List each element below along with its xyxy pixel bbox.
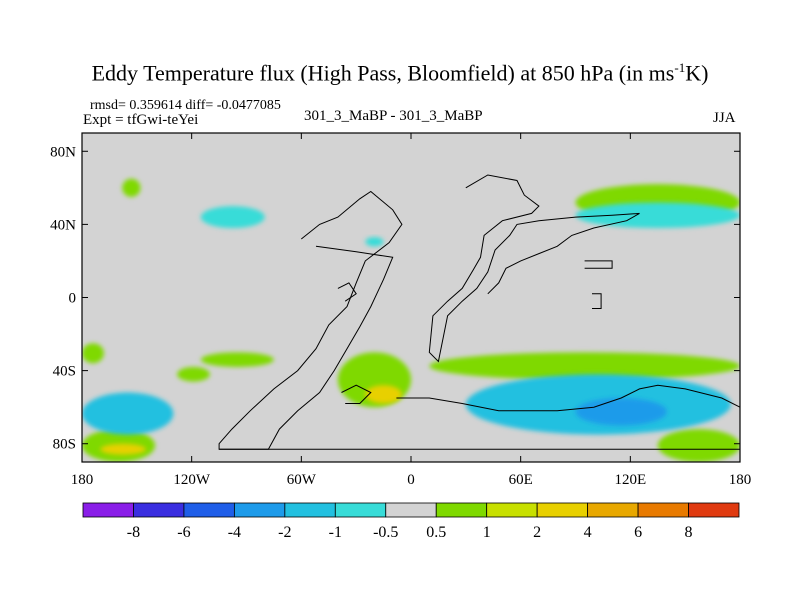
- x-tick-label: 60E: [509, 472, 533, 488]
- colorbar-label: 2: [533, 524, 541, 541]
- x-tick-label: 120W: [173, 472, 211, 488]
- colorbar-label: -4: [228, 524, 241, 541]
- y-tick-label: 80S: [53, 437, 76, 453]
- colorbar-label: -1: [329, 524, 342, 541]
- contour-region-green: [429, 352, 740, 380]
- colorbar-label: -6: [177, 524, 190, 541]
- contour-region-teal: [82, 392, 174, 435]
- axis-ticks: 180 120W 60W 0 60E 120E 180 80N 40N 0 40S 80S: [50, 133, 751, 488]
- contour-region-blue: [575, 398, 667, 426]
- colorbar-swatch: [688, 502, 740, 518]
- coastline-segment: [396, 384, 740, 412]
- contour-region-yellow: [100, 443, 146, 455]
- contour-region-cyan: [575, 202, 740, 229]
- colorbar-swatch: [435, 502, 488, 518]
- colorbar-label: 8: [685, 524, 693, 541]
- colorbar-swatch: [133, 502, 185, 518]
- colorbar-swatch: [233, 502, 286, 518]
- colorbar-swatch: [637, 502, 689, 518]
- chart-title: Eddy Temperature flux (High Pass, Bloomf…: [91, 60, 709, 86]
- x-tick-label: 180: [729, 472, 752, 488]
- colorbar-label: 0.5: [426, 524, 446, 541]
- contour-region-green: [82, 343, 104, 364]
- colorbar-label: 6: [634, 524, 642, 541]
- colorbar-swatch: [334, 502, 387, 518]
- coastline-segment: [592, 293, 602, 309]
- coastline-segment: [218, 190, 403, 450]
- contour-region-green: [122, 178, 141, 197]
- colorbar-label: -2: [278, 524, 291, 541]
- x-tick-label: 0: [407, 472, 415, 488]
- season-label: JJA: [713, 110, 736, 126]
- y-tick-label: 40N: [50, 217, 76, 233]
- experiment-label: Expt = tfGwi-teYei: [83, 112, 199, 128]
- colorbar-swatch: [284, 502, 336, 518]
- y-tick-label: 40S: [53, 364, 76, 380]
- colorbar: -8 -6 -4 -2 -1 -0.5 0.5 1 2 4 6 8: [82, 502, 740, 541]
- stats-label: rmsd= 0.359614 diff= -0.0477085: [90, 98, 281, 113]
- contour-region-yellow: [365, 385, 402, 404]
- coastline-segment: [341, 384, 372, 404]
- colorbar-swatch: [486, 502, 538, 518]
- y-tick-label: 0: [69, 291, 77, 307]
- x-tick-label: 180: [71, 472, 94, 488]
- contour-region-cyan: [200, 206, 265, 229]
- contour-region-green: [200, 352, 274, 367]
- x-tick-label: 120E: [614, 472, 646, 488]
- coastline-segment: [428, 174, 640, 363]
- x-tick-label: 60W: [287, 472, 317, 488]
- colorbar-label: -0.5: [373, 524, 398, 541]
- colorbar-swatch: [536, 502, 589, 518]
- coastlines: [218, 174, 740, 450]
- colorbar-swatch: [587, 502, 639, 518]
- y-tick-label: 80N: [50, 144, 76, 160]
- contour-regions: [82, 178, 740, 462]
- colorbar-swatch: [183, 502, 235, 518]
- coastline-segment: [337, 282, 357, 302]
- comparison-label: 301_3_MaBP - 301_3_MaBP: [304, 108, 483, 124]
- colorbar-label: 1: [483, 524, 491, 541]
- contour-region-cyan: [365, 237, 384, 247]
- colorbar-label: -8: [127, 524, 140, 541]
- colorbar-label: 4: [584, 524, 592, 541]
- colorbar-swatch: [385, 502, 437, 518]
- colorbar-swatch: [82, 502, 134, 518]
- contour-region-green: [177, 366, 210, 382]
- contour-region-green: [657, 429, 740, 462]
- coastline-segment: [584, 260, 613, 269]
